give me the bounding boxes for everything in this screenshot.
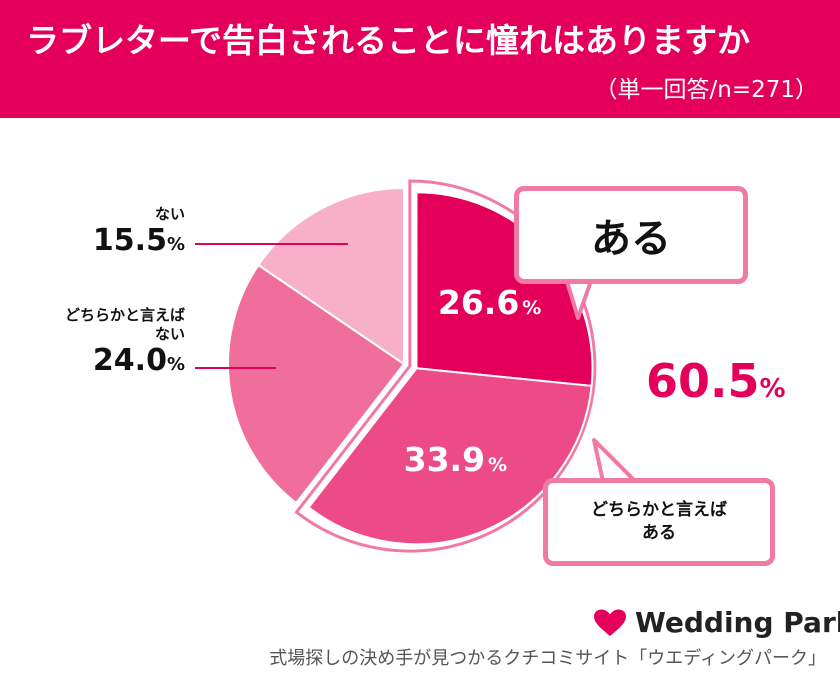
total-positive: 60.5% bbox=[646, 354, 786, 408]
callout-dochira-aru: どちらかと言えば ある bbox=[543, 478, 775, 566]
label-nai: ない 15.5% bbox=[93, 205, 185, 257]
total-pct: % bbox=[759, 374, 786, 404]
callout-aru: ある bbox=[514, 186, 748, 284]
pie-slice-3 bbox=[227, 263, 406, 505]
chart-subtitle: （単一回答/n=271） bbox=[594, 77, 819, 103]
total-value: 60.5 bbox=[646, 354, 760, 408]
header-banner: ラブレターで告白されることに憧れはありますか （単一回答/n=271） bbox=[0, 0, 840, 118]
heart-icon bbox=[594, 609, 626, 636]
label-dochira-nai-line2: ない bbox=[154, 324, 185, 343]
chart-title: ラブレターで告白されることに憧れはありますか bbox=[26, 21, 751, 60]
label-dochira-nai-line1: どちらかと言えば bbox=[64, 306, 185, 324]
label-nai-value: 15.5% bbox=[92, 222, 185, 258]
slice-value-label-2: 33.9% bbox=[404, 440, 507, 479]
callout-aru-text: ある bbox=[591, 216, 671, 262]
brand-logo: Wedding Park bbox=[593, 606, 840, 639]
label-dochira-nai-value: 24.0% bbox=[92, 342, 185, 378]
brand-name: Wedding Park bbox=[635, 606, 840, 639]
callout-dochira-line2: ある bbox=[642, 523, 676, 543]
pie-slice-2 bbox=[307, 367, 593, 546]
label-dochira-nai: どちらかと言えば ない 24.0% bbox=[65, 306, 185, 377]
slice-value-label-1: 26.6% bbox=[438, 283, 541, 322]
label-nai-category: ない bbox=[154, 205, 185, 223]
callout-dochira-line1: どちらかと言えば bbox=[591, 500, 727, 521]
footer-caption: 式場探しの決め手が見つかるクチコミサイト「ウエディングパーク」 bbox=[269, 648, 826, 669]
pie-slice-4 bbox=[257, 186, 405, 366]
